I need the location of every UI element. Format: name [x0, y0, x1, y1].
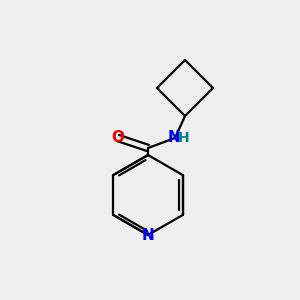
Text: O: O: [112, 130, 124, 146]
Text: H: H: [178, 131, 190, 145]
Text: N: N: [142, 227, 154, 242]
Text: N: N: [168, 130, 180, 146]
